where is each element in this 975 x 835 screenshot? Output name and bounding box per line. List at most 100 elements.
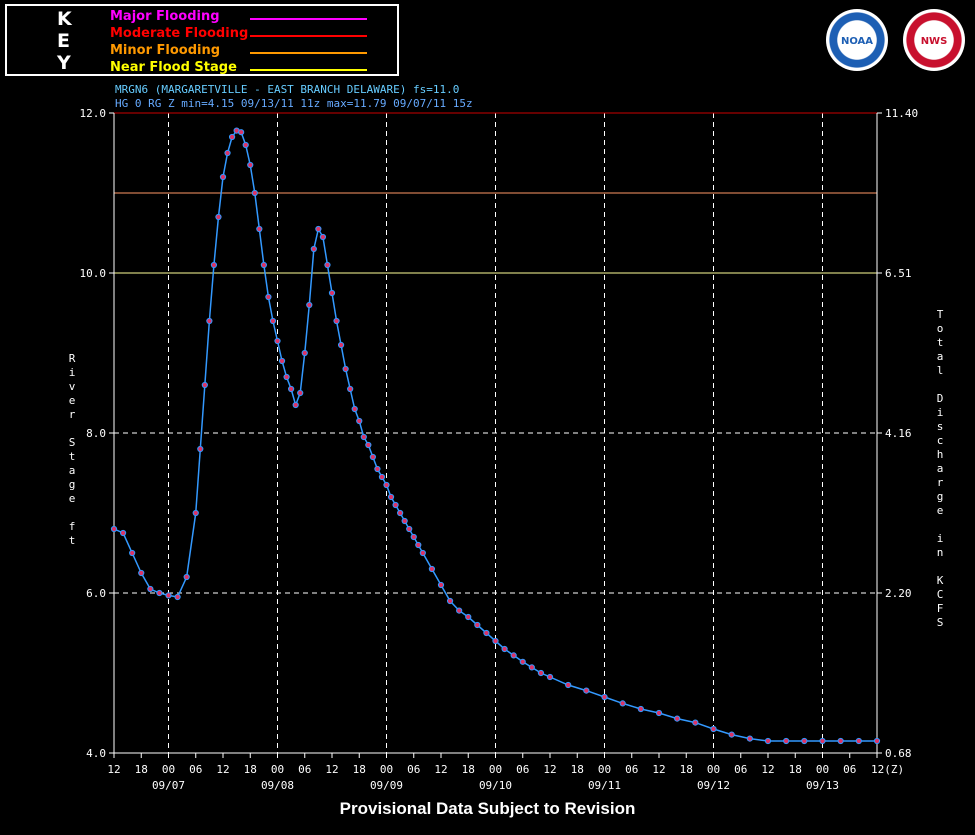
data-point: [283, 373, 290, 381]
x-tick-label: 00: [380, 763, 393, 776]
data-point: [265, 293, 272, 301]
key-moderate-line: [250, 35, 367, 37]
y-tick-label-left: 8.0: [86, 427, 106, 440]
data-point: [528, 664, 535, 671]
data-point: [619, 700, 626, 707]
data-point: [256, 225, 263, 233]
key-letter-e: E: [57, 30, 70, 52]
data-point: [328, 289, 336, 297]
data-point: [306, 301, 313, 309]
data-point: [378, 473, 386, 481]
y-tick-label-left: 6.0: [86, 587, 106, 600]
data-point: [410, 533, 417, 541]
x-tick-label: 18: [135, 763, 148, 776]
data-point: [655, 709, 663, 717]
y-tick-label-left: 4.0: [86, 747, 106, 760]
key-minor-line: [250, 52, 367, 54]
y-tick-label-right: 6.51: [885, 267, 912, 280]
data-point: [337, 341, 345, 349]
data-point: [297, 389, 304, 397]
noaa-logo-icon: NOAA: [826, 9, 888, 71]
data-point: [855, 737, 862, 745]
data-point: [501, 645, 508, 653]
data-point: [228, 133, 236, 141]
data-point: [210, 261, 218, 269]
key-near-line: [250, 69, 367, 71]
data-point: [764, 737, 772, 745]
y-tick-label-right: 11.40: [885, 107, 918, 120]
data-point: [119, 529, 127, 537]
chart-header-line2: HG 0 RG Z min=4.15 09/13/11 11z max=11.7…: [115, 97, 473, 110]
data-point: [342, 365, 349, 373]
data-point: [397, 509, 404, 517]
x-tick-label: 06: [734, 763, 747, 776]
data-point: [360, 433, 367, 441]
data-point: [251, 189, 258, 197]
data-point: [333, 317, 340, 325]
x-tick-label: 18: [789, 763, 802, 776]
data-point: [156, 589, 163, 597]
data-point: [365, 441, 372, 449]
x-tick-label: 00: [489, 763, 502, 776]
data-point: [138, 569, 145, 577]
data-point: [183, 573, 190, 581]
data-point: [401, 517, 408, 525]
x-tick-label: 18: [353, 763, 366, 776]
data-point: [537, 669, 545, 677]
data-point: [465, 613, 472, 621]
data-point: [129, 549, 136, 557]
provisional-footer: Provisional Data Subject to Revision: [339, 799, 636, 818]
data-point: [565, 681, 572, 689]
data-point: [601, 693, 608, 701]
data-point: [319, 233, 327, 241]
data-point: [269, 317, 277, 325]
data-point: [301, 349, 308, 357]
data-point: [746, 735, 753, 742]
data-point: [347, 385, 354, 393]
x-tick-label: 00: [816, 763, 829, 776]
x-tick-label: 12: [434, 763, 447, 776]
data-point: [242, 141, 249, 149]
nws-logo-icon: NWS: [903, 9, 965, 71]
data-point: [415, 541, 422, 549]
x-tick-label: 18: [244, 763, 257, 776]
data-point: [546, 673, 554, 681]
x-date-label: 09/13: [806, 779, 839, 792]
key-near-label: Near Flood Stage: [110, 60, 237, 75]
data-point: [474, 621, 481, 629]
key-major-line: [250, 18, 367, 20]
data-point: [192, 509, 199, 517]
x-date-label: 09/09: [370, 779, 403, 792]
data-point: [383, 481, 390, 489]
x-tick-label: 12: [652, 763, 665, 776]
data-point: [637, 705, 644, 713]
key-minor-label: Minor Flooding: [110, 43, 221, 58]
data-point: [692, 719, 699, 726]
data-point: [238, 129, 245, 136]
key-letter-k: K: [57, 8, 72, 30]
x-tick-label: 06: [298, 763, 311, 776]
x-tick-label: 06: [189, 763, 202, 776]
data-point: [492, 637, 499, 645]
x-tick-label: 00: [598, 763, 611, 776]
data-point: [315, 225, 322, 233]
x-date-label: 09/08: [261, 779, 294, 792]
x-tick-label: 00: [162, 763, 175, 776]
data-point: [174, 593, 181, 601]
data-point: [456, 607, 463, 614]
data-point: [247, 161, 254, 169]
data-point: [369, 453, 376, 461]
x-date-label: 09/07: [152, 779, 185, 792]
data-point: [483, 629, 490, 637]
data-point: [583, 687, 590, 694]
data-point: [224, 149, 231, 157]
data-point: [406, 525, 413, 533]
y-tick-label-right: 2.20: [885, 587, 912, 600]
x-tick-label: 18: [462, 763, 475, 776]
x-tick-label: 00: [707, 763, 720, 776]
x-date-label: 09/12: [697, 779, 730, 792]
data-point: [197, 445, 204, 453]
data-point: [873, 737, 881, 745]
data-point: [374, 465, 381, 473]
x-tick-label: 18: [680, 763, 693, 776]
